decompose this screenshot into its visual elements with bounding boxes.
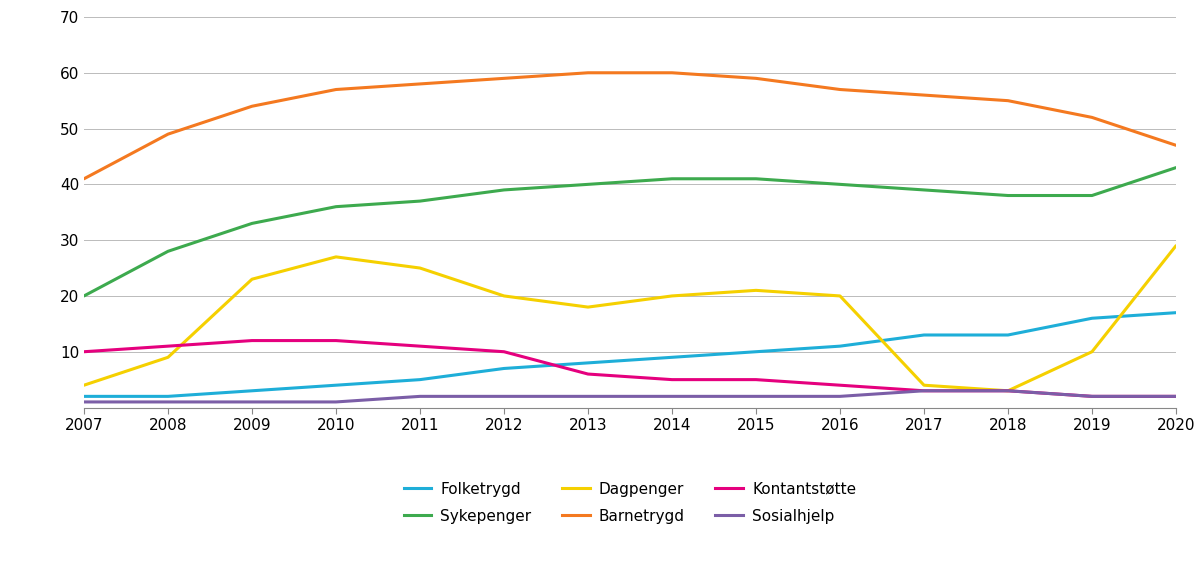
Legend: Folketrygd, Sykepenger, Dagpenger, Barnetrygd, Kontantstøtte, Sosialhjelp: Folketrygd, Sykepenger, Dagpenger, Barne… (404, 482, 856, 524)
